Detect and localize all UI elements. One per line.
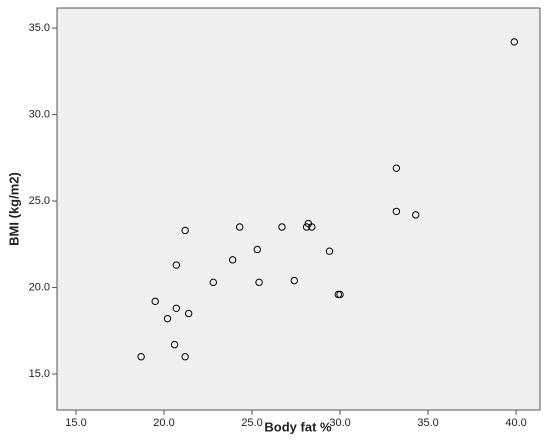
point bbox=[181, 353, 189, 361]
point bbox=[325, 247, 334, 255]
point bbox=[255, 278, 263, 287]
point bbox=[137, 353, 145, 361]
point bbox=[228, 256, 237, 264]
point bbox=[172, 261, 181, 269]
x-tick-label: 40.0 bbox=[505, 417, 526, 429]
x-tick-label: 25.0 bbox=[241, 417, 262, 429]
point bbox=[236, 223, 244, 231]
point bbox=[209, 278, 218, 287]
point bbox=[308, 223, 316, 231]
point bbox=[336, 290, 344, 299]
point bbox=[510, 38, 519, 46]
x-axis-title: Body fat % bbox=[264, 419, 332, 434]
point bbox=[302, 223, 311, 231]
point bbox=[253, 245, 262, 254]
point bbox=[170, 340, 179, 349]
point bbox=[163, 314, 172, 323]
y-tick-label: 20.0 bbox=[29, 281, 50, 293]
point bbox=[290, 276, 298, 285]
x-tick-label: 20.0 bbox=[153, 417, 174, 429]
y-tick-label: 30.0 bbox=[29, 108, 50, 120]
point bbox=[181, 226, 189, 235]
y-tick-label: 35.0 bbox=[29, 22, 50, 34]
point bbox=[184, 309, 193, 318]
y-tick-label: 15.0 bbox=[29, 368, 50, 380]
point bbox=[151, 297, 159, 306]
y-tick-label: 25.0 bbox=[29, 195, 50, 207]
y-axis-title: BMI (kg/m2) bbox=[6, 172, 21, 246]
point bbox=[172, 304, 181, 312]
point bbox=[392, 164, 401, 172]
point bbox=[412, 211, 420, 219]
point bbox=[392, 207, 401, 216]
x-tick-label: 30.0 bbox=[329, 417, 350, 429]
x-tick-label: 35.0 bbox=[417, 417, 438, 429]
point bbox=[278, 223, 286, 231]
plot-area bbox=[56, 7, 541, 411]
x-tick-label: 15.0 bbox=[65, 417, 86, 429]
